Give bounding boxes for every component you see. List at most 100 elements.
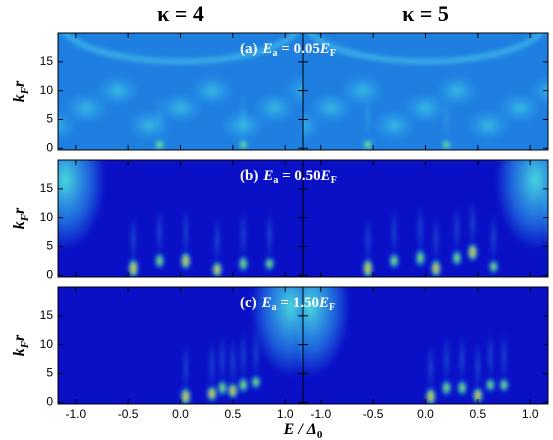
panel-subscript: F [331, 175, 337, 186]
x-tick-label: 0.5 [225, 407, 242, 421]
heatmap-texture [497, 91, 542, 124]
heatmap-texture [490, 212, 497, 263]
heatmap-texture [214, 215, 221, 266]
heatmap-texture [61, 33, 300, 65]
panel-label: (c) Ea = 1.50EF [240, 295, 335, 313]
heatmap-texture [130, 214, 137, 265]
heatmap-texture [434, 74, 479, 107]
heatmap-texture [453, 204, 460, 255]
heatmap-texture [240, 90, 247, 141]
panel-tag: (c) [240, 295, 257, 311]
heatmap-texture [364, 214, 371, 265]
y-tick-label: 15 [40, 308, 54, 322]
y-tick-label: 10 [40, 83, 54, 97]
heatmap-texture [364, 90, 371, 141]
heatmap-texture [303, 287, 510, 404]
heatmap-panel [303, 33, 548, 150]
heatmap-texture [158, 91, 203, 124]
heatmap-texture [229, 336, 236, 387]
y-tick-label: 5 [46, 366, 53, 380]
heatmap-texture [250, 287, 303, 377]
heatmap-texture [182, 207, 189, 258]
heatmap-texture [472, 387, 483, 404]
heatmap-texture [264, 256, 275, 271]
heatmap-texture [403, 91, 448, 124]
heatmap-texture [417, 204, 424, 255]
heatmap-texture [485, 377, 496, 392]
heatmap-texture [495, 160, 548, 250]
heatmap-texture [266, 209, 273, 260]
heatmap-texture [303, 33, 548, 150]
heatmap-texture [58, 160, 106, 250]
x-axis-label-main: E / Δ [283, 421, 317, 438]
heatmap-texture [459, 334, 466, 385]
panel-value: = 0.05 [278, 41, 320, 57]
panel-subscript: a [273, 175, 278, 186]
heatmap-texture [372, 109, 417, 142]
y-tick-label: 15 [40, 181, 54, 195]
y-axis-label-tail: r [11, 334, 28, 341]
heatmap-texture [432, 214, 439, 265]
heatmap-texture [541, 189, 548, 237]
panel-symbol: E [319, 41, 330, 57]
x-tick-label: 1.0 [277, 407, 294, 421]
heatmap-panel [58, 287, 303, 404]
heatmap-texture [415, 248, 426, 267]
heatmap-texture [469, 198, 476, 249]
y-axis-label-subscript: F [19, 86, 31, 95]
heatmap-texture [443, 334, 450, 385]
panel-tag: (b) [240, 168, 258, 184]
heatmap-texture [441, 139, 452, 150]
heatmap-texture [430, 259, 441, 277]
heatmap-texture [212, 261, 223, 277]
heatmap-texture [303, 287, 351, 377]
heatmap-texture [252, 91, 297, 124]
heatmap-texture [180, 251, 191, 270]
heatmap-panel [58, 33, 303, 150]
y-axis-label-subscript: F [19, 340, 31, 349]
heatmap-panel [303, 287, 548, 404]
column-title: κ = 4 [157, 1, 204, 26]
y-tick-label: 15 [40, 54, 54, 68]
heatmap-texture [189, 74, 234, 107]
heatmap-texture [58, 33, 303, 150]
heatmap-panel [58, 160, 303, 277]
y-tick-label: 0 [46, 140, 53, 154]
heatmap-texture [427, 342, 434, 393]
y-axis-label: kFr [11, 80, 31, 102]
heatmap-texture [529, 74, 548, 107]
heatmap-texture [250, 375, 261, 390]
heatmap-panel [303, 160, 548, 277]
heatmap-texture [309, 91, 354, 124]
heatmap-texture [474, 341, 481, 392]
y-axis-label-tail: r [11, 207, 28, 214]
panel-subscript: a [272, 302, 277, 313]
heatmap-texture [487, 331, 494, 382]
panel-tag: (a) [240, 41, 258, 57]
heatmap-texture [389, 252, 400, 269]
heatmap-texture [252, 328, 259, 379]
y-axis-label-main: k [11, 348, 28, 356]
x-tick-label: 0.5 [470, 407, 487, 421]
heatmap-texture [128, 258, 139, 277]
x-tick-label: 1.0 [522, 407, 539, 421]
y-axis-label-subscript: F [19, 213, 31, 222]
y-axis-label-main: k [11, 94, 28, 102]
heatmap-texture [240, 331, 247, 382]
panel-symbol: E [318, 295, 329, 311]
heatmap-texture [219, 334, 226, 385]
heatmap-texture [58, 160, 275, 277]
heatmap-texture [238, 139, 249, 150]
heatmap-texture [206, 385, 217, 402]
panel-symbol: E [262, 168, 273, 184]
x-tick-label: 0.0 [172, 407, 189, 421]
x-tick-label: -1.0 [310, 407, 331, 421]
x-tick-label: 0.0 [417, 407, 434, 421]
heatmap-texture [64, 91, 109, 124]
heatmap-texture [180, 287, 303, 404]
heatmap-texture [238, 255, 249, 272]
x-axis-label: E / Δ0 [283, 421, 323, 440]
heatmap-texture [154, 252, 165, 269]
heatmap-texture [362, 160, 548, 277]
